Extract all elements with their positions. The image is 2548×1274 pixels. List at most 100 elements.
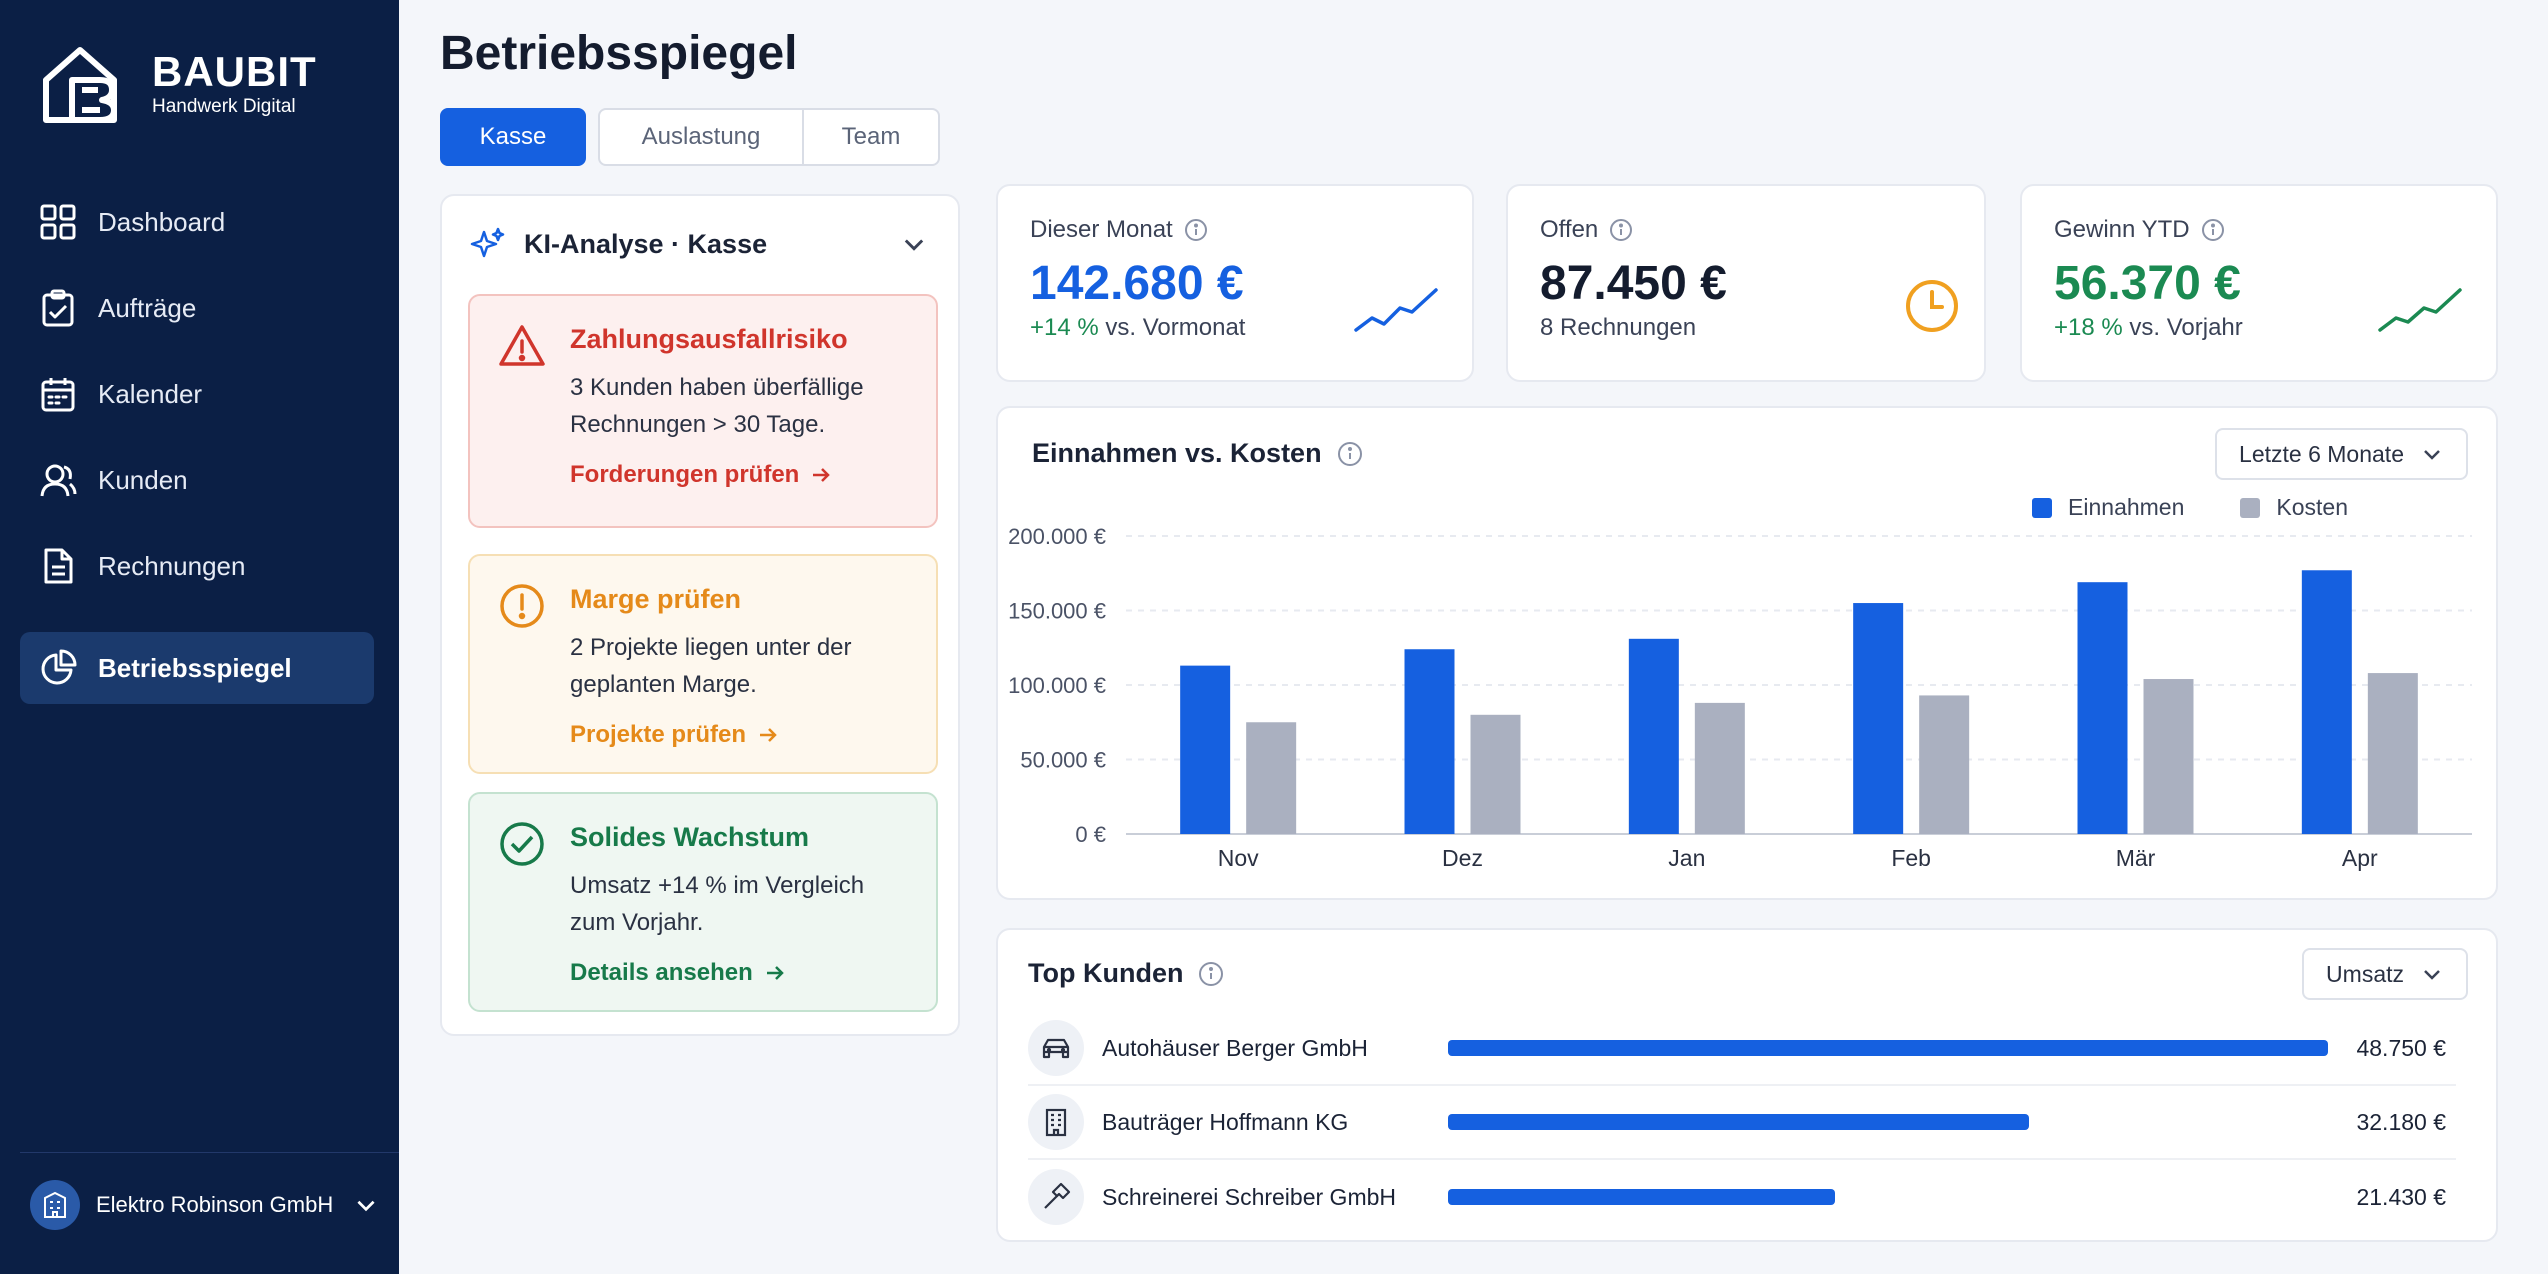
kpi-card-this-month: Dieser Monat 142.680 € +14 % vs. Vormona…	[996, 184, 1474, 382]
legend-label: Einnahmen	[2068, 494, 2185, 520]
kpi-card-open: Offen 87.450 € 8 Rechnungen	[1506, 184, 1986, 382]
kpi-sub-text: vs. Vormonat	[1105, 314, 1246, 341]
bar-einnahmen	[1180, 665, 1231, 834]
alert-text-line: 2 Projekte liegen unter der	[570, 634, 852, 661]
y-tick-label: 50.000 €	[1020, 748, 1106, 773]
kpi-value: 56.370 €	[2054, 257, 2241, 310]
company-name: Elektro Robinson GmbH	[96, 1192, 334, 1217]
alert-text: 3 Kunden haben überfällige Rechnungen > …	[570, 369, 912, 443]
kpi-sub-text: vs. Vorjahr	[2129, 314, 2243, 341]
customer-value: 21.430 €	[2356, 1183, 2446, 1210]
ai-panel-header[interactable]: KI-Analyse · Kasse	[470, 226, 928, 262]
trend-up-icon	[2378, 288, 2462, 332]
sidebar-item-betriebsspiegel[interactable]: Betriebsspiegel	[20, 632, 374, 704]
tab-kasse[interactable]: Kasse	[440, 108, 586, 166]
company-switcher[interactable]: Elektro Robinson GmbH	[30, 1180, 379, 1230]
sidebar-item-dashboard[interactable]: Dashboard	[20, 186, 374, 258]
company-avatar	[30, 1180, 80, 1230]
top-customers-title: Top Kunden	[1028, 958, 1225, 989]
users-icon	[40, 464, 77, 497]
tab-team[interactable]: Team	[804, 108, 940, 166]
bar-einnahmen	[1628, 638, 1679, 834]
hammer-icon	[1028, 1169, 1084, 1225]
table-row[interactable]: Schreinerei Schreiber GmbH 21.430 €	[1028, 1160, 2456, 1234]
chart-legend: Einnahmen Kosten	[1976, 494, 2348, 521]
bar-kosten	[1470, 714, 1521, 834]
alert-link-label: Forderungen prüfen	[570, 461, 800, 488]
kpi-card-profit-ytd: Gewinn YTD 56.370 € +18 % vs. Vorjahr	[2020, 184, 2498, 382]
page-title: Betriebsspiegel	[440, 27, 798, 80]
customer-bar-fill	[1448, 1114, 2029, 1130]
info-icon[interactable]	[1608, 217, 1634, 243]
kpi-label: Gewinn YTD	[2054, 216, 2226, 244]
sidebar: BAUBIT Handwerk Digital Dashboard Aufträ…	[0, 0, 399, 1274]
info-icon[interactable]	[1183, 217, 1209, 243]
kpi-sub: 8 Rechnungen	[1540, 314, 1697, 341]
pie-chart-icon	[41, 649, 77, 685]
alert-margin: Marge prüfen 2 Projekte liegen unter der…	[468, 554, 938, 774]
customer-name: Autohäuser Berger GmbH	[1102, 1034, 1368, 1061]
kpi-value: 87.450 €	[1540, 257, 1727, 310]
app-tagline: Handwerk Digital	[152, 96, 296, 117]
range-select[interactable]: Letzte 6 Monate	[2215, 428, 2468, 480]
kpi-sub: +18 % vs. Vorjahr	[2054, 314, 2243, 342]
bar-einnahmen	[1404, 649, 1455, 834]
x-tick-label: Dez	[1442, 845, 1483, 871]
ai-panel-title: KI-Analyse · Kasse	[524, 228, 768, 259]
y-tick-label: 200.000 €	[1008, 524, 1106, 549]
arrow-right-icon	[813, 468, 831, 482]
app-logo[interactable]: BAUBIT Handwerk Digital	[42, 44, 317, 124]
customer-bar-fill	[1448, 1189, 1835, 1205]
exclamation-circle-icon	[500, 584, 544, 628]
calendar-icon	[41, 378, 75, 412]
document-icon	[44, 548, 73, 584]
alert-title: Zahlungsausfallrisiko	[570, 324, 848, 354]
sidebar-item-label: Betriebsspiegel	[98, 652, 292, 683]
x-tick-label: Feb	[1891, 845, 1931, 871]
x-tick-label: Nov	[1218, 845, 1259, 871]
bar-einnahmen	[2077, 582, 2128, 834]
sidebar-item-label: Kunden	[98, 464, 188, 495]
customer-bar	[1448, 1114, 2328, 1130]
legend-swatch	[2240, 497, 2261, 518]
trend-up-icon	[1354, 288, 1438, 332]
sort-select[interactable]: Umsatz	[2302, 948, 2468, 1000]
alert-link-projekte[interactable]: Projekte prüfen	[570, 721, 912, 749]
sidebar-nav: Dashboard Aufträge Kalender Kunden Rechn…	[20, 186, 374, 718]
ai-analysis-panel: KI-Analyse · Kasse Zahlungsausfallrisiko…	[440, 194, 960, 1036]
kpi-label-text: Dieser Monat	[1030, 216, 1173, 243]
x-tick-label: Mär	[2116, 845, 2156, 871]
chart-title-text: Einnahmen vs. Kosten	[1032, 438, 1322, 468]
alert-text-line: zum Vorjahr.	[570, 909, 704, 936]
alert-text: 2 Projekte liegen unter der geplanten Ma…	[570, 629, 912, 703]
kpi-delta: +14 %	[1030, 314, 1099, 341]
customer-name: Schreinerei Schreiber GmbH	[1102, 1183, 1397, 1210]
chevron-down-icon[interactable]	[900, 230, 928, 258]
info-icon[interactable]	[1336, 440, 1364, 468]
sidebar-item-kunden[interactable]: Kunden	[20, 444, 374, 516]
customer-bar	[1448, 1189, 2328, 1205]
tab-auslastung[interactable]: Auslastung	[598, 108, 804, 166]
sidebar-item-rechnungen[interactable]: Rechnungen	[20, 530, 374, 602]
building-icon	[1028, 1094, 1084, 1150]
kpi-delta: +18 %	[2054, 314, 2123, 341]
info-icon[interactable]	[2200, 217, 2226, 243]
kpi-value: 142.680 €	[1030, 257, 1244, 310]
alert-link-details[interactable]: Details ansehen	[570, 959, 912, 987]
alert-link-label: Projekte prüfen	[570, 721, 747, 748]
sidebar-item-label: Dashboard	[98, 206, 226, 237]
bar-kosten	[1246, 722, 1297, 834]
alert-link-forderungen[interactable]: Forderungen prüfen	[570, 461, 912, 489]
info-icon[interactable]	[1197, 960, 1225, 988]
chart-title: Einnahmen vs. Kosten	[1032, 438, 1364, 469]
bar-chart: 200.000 € 150.000 € 100.000 € 50.000 € 0 € No…	[1008, 524, 2472, 871]
sidebar-item-kalender[interactable]: Kalender	[20, 358, 374, 430]
table-row[interactable]: Autohäuser Berger GmbH 48.750 €	[1028, 1012, 2456, 1086]
logo-house-icon	[43, 47, 117, 123]
alert-text-line: geplanten Marge.	[570, 671, 757, 698]
y-tick-label: 150.000 €	[1008, 599, 1106, 624]
table-row[interactable]: Bauträger Hoffmann KG 32.180 €	[1028, 1086, 2456, 1160]
car-icon	[1028, 1020, 1084, 1076]
sidebar-item-auftraege[interactable]: Aufträge	[20, 272, 374, 344]
kpi-label-text: Offen	[1540, 216, 1599, 243]
